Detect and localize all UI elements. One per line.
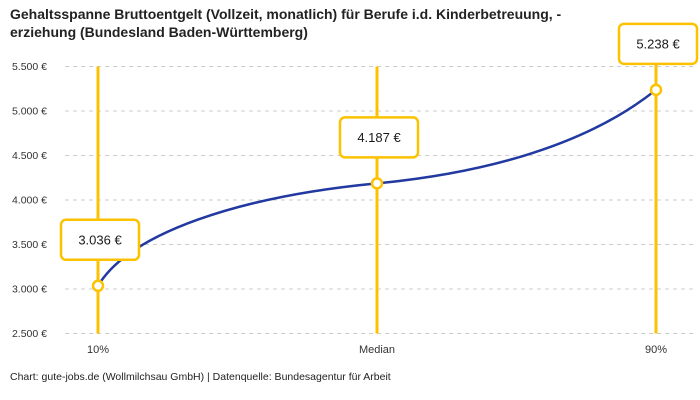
data-point-marker (649, 83, 663, 97)
data-point-marker (370, 177, 384, 190)
y-axis-tick-label: 4.000 € (12, 195, 47, 207)
y-axis-tick-label: 3.500 € (12, 239, 47, 251)
value-label-box (617, 22, 699, 66)
value-label: 3.036 € (78, 232, 122, 247)
value-label-box (338, 116, 420, 159)
y-axis-tick-label: 5.000 € (12, 106, 47, 118)
y-axis-tick-label: 2.500 € (12, 328, 47, 340)
chart-attribution: Chart: gute-jobs.de (Wollmilchsau GmbH) … (10, 371, 391, 383)
x-axis-tick-label: Median (359, 344, 395, 356)
chart-title-line2: erziehung (Bundesland Baden-Württemberg) (10, 24, 308, 40)
y-axis-tick-label: 4.500 € (12, 150, 47, 162)
value-label: 4.187 € (357, 130, 401, 145)
x-axis-tick-label: 10% (87, 344, 109, 356)
value-label-box (59, 218, 141, 262)
y-axis-tick-label: 3.000 € (12, 284, 47, 296)
chart-title: Gehaltsspanne Bruttoentgelt (Vollzeit, m… (10, 5, 680, 41)
data-point-marker (91, 279, 105, 293)
chart-title-line1: Gehaltsspanne Bruttoentgelt (Vollzeit, m… (10, 6, 562, 22)
x-axis-tick-label: 90% (645, 344, 667, 356)
y-axis-tick-label: 5.500 € (12, 61, 47, 73)
value-label: 5.238 € (636, 36, 680, 51)
